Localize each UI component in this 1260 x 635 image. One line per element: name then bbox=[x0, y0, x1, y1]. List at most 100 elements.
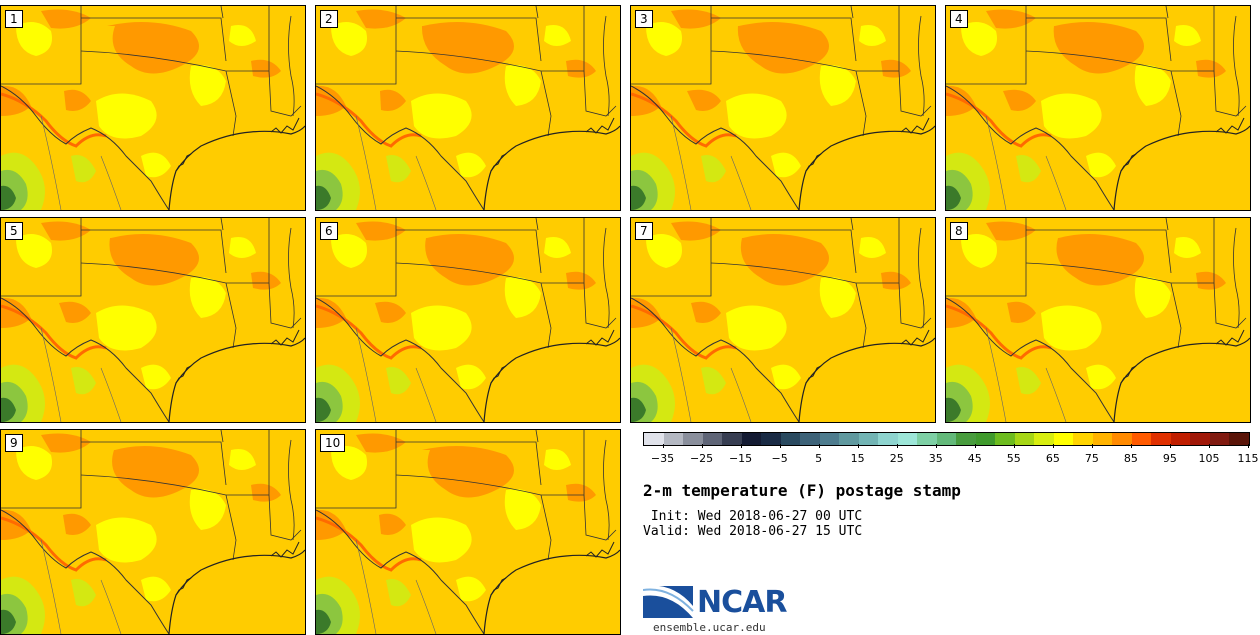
colorbar-swatch bbox=[780, 433, 801, 445]
colorbar-swatch bbox=[663, 433, 684, 445]
temperature-map bbox=[1, 218, 305, 422]
colorbar-swatch bbox=[683, 433, 703, 445]
map-panel: 6 bbox=[315, 217, 621, 423]
panel-member-label: 8 bbox=[950, 222, 968, 240]
colorbar-tick-label: 75 bbox=[1084, 452, 1099, 465]
colorbar-tick-label: −5 bbox=[771, 452, 788, 465]
colorbar-swatch bbox=[1053, 433, 1074, 445]
colorbar-tick-label: 15 bbox=[850, 452, 865, 465]
ncar-logo-icon bbox=[643, 585, 694, 618]
colorbar-tick bbox=[1169, 444, 1171, 448]
colorbar-swatch bbox=[839, 433, 859, 445]
map-panel: 5 bbox=[0, 217, 306, 423]
map-panel: 7 bbox=[630, 217, 936, 423]
colorbar-tick bbox=[818, 444, 820, 448]
temperature-map bbox=[316, 430, 620, 634]
colorbar-ticks: −35 −25 −15 −5 5 15 25 35 45 55 65 75 85 95 105 115 bbox=[643, 444, 1259, 474]
map-panel: 2 bbox=[315, 5, 621, 211]
colorbar-swatch bbox=[1034, 433, 1054, 445]
colorbar-tick-label: 5 bbox=[815, 452, 823, 465]
colorbar-swatch bbox=[1112, 433, 1132, 445]
colorbar-swatch bbox=[800, 433, 820, 445]
panel-member-label: 10 bbox=[320, 434, 346, 452]
colorbar-swatch bbox=[1092, 433, 1113, 445]
colorbar-tick-label: −35 bbox=[650, 452, 675, 465]
colorbar-swatch bbox=[975, 433, 996, 445]
colorbar-swatch bbox=[956, 433, 976, 445]
panel-member-label: 6 bbox=[320, 222, 338, 240]
temperature-map bbox=[631, 218, 935, 422]
panel-member-label: 9 bbox=[5, 434, 23, 452]
colorbar-tick bbox=[1052, 444, 1054, 448]
colorbar-tick bbox=[896, 444, 898, 448]
colorbar-swatch bbox=[819, 433, 840, 445]
init-time: Init: Wed 2018-06-27 00 UTC bbox=[643, 509, 863, 524]
temperature-map bbox=[1, 430, 305, 634]
colorbar-tick-label: 25 bbox=[889, 452, 904, 465]
colorbar-tick-label: 115 bbox=[1237, 452, 1259, 465]
colorbar-swatch bbox=[1151, 433, 1171, 445]
temperature-colorbar bbox=[643, 432, 1250, 446]
panel-member-label: 5 bbox=[5, 222, 23, 240]
temperature-map bbox=[946, 218, 1250, 422]
colorbar-swatch bbox=[1209, 433, 1230, 445]
map-panel: 8 bbox=[945, 217, 1251, 423]
ncar-logo-text: NCAR bbox=[697, 585, 787, 620]
colorbar-tick-label: −15 bbox=[728, 452, 753, 465]
colorbar-swatch bbox=[722, 433, 742, 445]
colorbar-swatch bbox=[1229, 433, 1249, 445]
colorbar-tick bbox=[779, 444, 781, 448]
colorbar-swatch bbox=[741, 433, 762, 445]
map-panel: 4 bbox=[945, 5, 1251, 211]
temperature-map bbox=[946, 6, 1250, 210]
temperature-map bbox=[1, 6, 305, 210]
colorbar-tick bbox=[1091, 444, 1093, 448]
panel-member-label: 7 bbox=[635, 222, 653, 240]
site-url: ensemble.ucar.edu bbox=[653, 621, 766, 634]
panel-member-label: 1 bbox=[5, 10, 23, 28]
colorbar-swatch bbox=[1170, 433, 1191, 445]
map-panel: 9 bbox=[0, 429, 306, 635]
colorbar-swatch bbox=[917, 433, 937, 445]
colorbar-tick bbox=[857, 444, 859, 448]
panel-member-label: 3 bbox=[635, 10, 653, 28]
colorbar-tick bbox=[1130, 444, 1132, 448]
colorbar-tick bbox=[1013, 444, 1015, 448]
colorbar-swatch bbox=[878, 433, 898, 445]
colorbar-swatch bbox=[761, 433, 781, 445]
colorbar-swatch bbox=[1073, 433, 1093, 445]
colorbar-swatch bbox=[897, 433, 918, 445]
figure-title: 2-m temperature (F) postage stamp bbox=[643, 481, 961, 500]
colorbar-tick bbox=[701, 444, 703, 448]
colorbar-tick bbox=[740, 444, 742, 448]
colorbar-tick bbox=[974, 444, 976, 448]
colorbar-swatch bbox=[858, 433, 879, 445]
colorbar-tick-label: 45 bbox=[967, 452, 982, 465]
valid-time: Valid: Wed 2018-06-27 15 UTC bbox=[643, 524, 863, 539]
colorbar-swatch bbox=[644, 433, 664, 445]
temperature-map bbox=[316, 6, 620, 210]
map-panel: 10 bbox=[315, 429, 621, 635]
map-panel: 3 bbox=[630, 5, 936, 211]
colorbar-tick bbox=[662, 444, 664, 448]
colorbar-tick-label: 55 bbox=[1006, 452, 1021, 465]
colorbar-swatch bbox=[1131, 433, 1152, 445]
colorbar-tick bbox=[935, 444, 937, 448]
colorbar-tick-label: 95 bbox=[1162, 452, 1177, 465]
temperature-map bbox=[631, 6, 935, 210]
colorbar-tick-label: 65 bbox=[1045, 452, 1060, 465]
colorbar-tick-label: 105 bbox=[1198, 452, 1220, 465]
map-panel: 1 bbox=[0, 5, 306, 211]
colorbar-tick bbox=[1208, 444, 1210, 448]
colorbar-swatch bbox=[1014, 433, 1035, 445]
colorbar-tick-label: −25 bbox=[689, 452, 714, 465]
colorbar-swatch bbox=[702, 433, 723, 445]
colorbar-tick-label: 85 bbox=[1123, 452, 1138, 465]
colorbar-swatch bbox=[995, 433, 1015, 445]
colorbar-swatch bbox=[936, 433, 957, 445]
colorbar-tick bbox=[1248, 444, 1249, 448]
colorbar-tick-label: 35 bbox=[928, 452, 943, 465]
colorbar-swatch bbox=[1190, 433, 1210, 445]
panel-member-label: 2 bbox=[320, 10, 338, 28]
panel-member-label: 4 bbox=[950, 10, 968, 28]
